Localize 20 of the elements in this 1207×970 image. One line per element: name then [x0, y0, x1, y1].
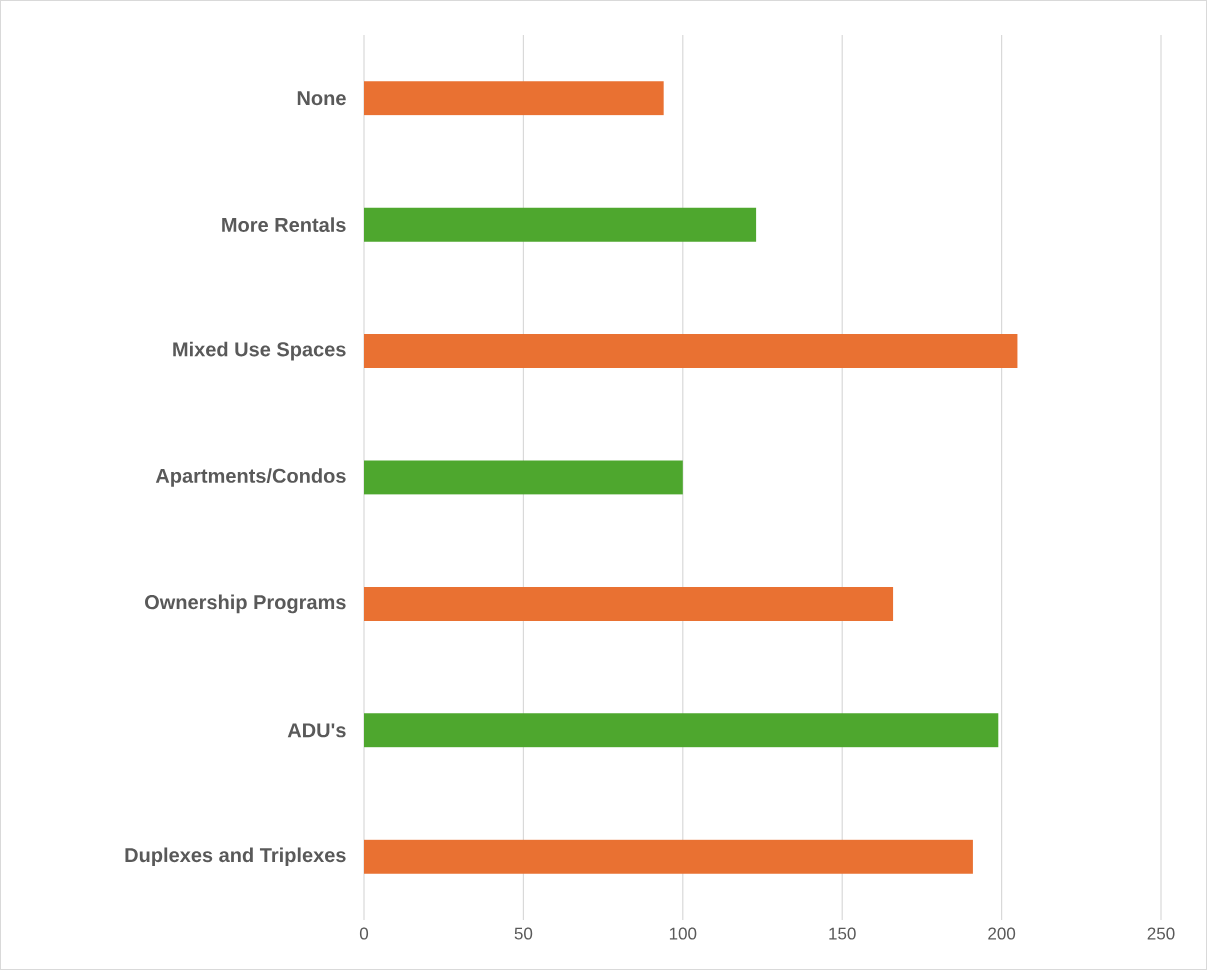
bar [364, 460, 683, 495]
y-tick-label: Mixed Use Spaces [173, 341, 346, 361]
y-tick-label: ADU's [287, 723, 346, 738]
bar [364, 81, 664, 116]
bar [364, 839, 973, 874]
x-tick-label: 100 [669, 927, 697, 940]
bar [364, 334, 1018, 369]
y-tick-label: More Rentals [222, 217, 346, 232]
y-tick-label: Apartments/Condos [155, 468, 346, 487]
y-tick-label: None [297, 91, 346, 106]
y-tick-label: Duplexes and Triplexes [125, 847, 346, 867]
x-tick-label: 250 [1147, 927, 1175, 940]
bar [364, 586, 894, 621]
y-tick-label: Ownership Programs [145, 594, 346, 614]
x-tick-label: 50 [514, 927, 533, 940]
x-tick-label: 150 [829, 927, 856, 940]
bar [364, 207, 757, 242]
bar [364, 713, 999, 748]
x-tick-label: 200 [988, 927, 1016, 940]
x-tick-label: 0 [359, 927, 369, 940]
